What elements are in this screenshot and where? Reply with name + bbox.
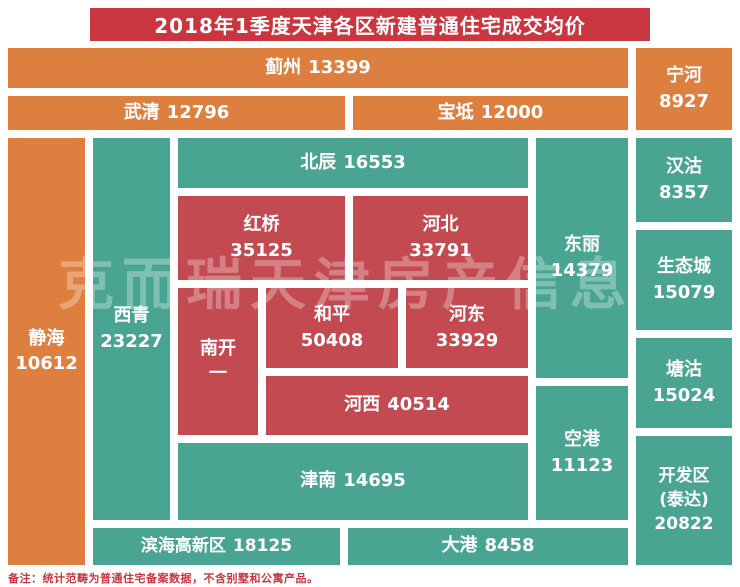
district-value: 12000 <box>480 101 544 123</box>
treemap-block-wuqing: 武清 12796 <box>8 96 345 130</box>
district-value: 23227 <box>100 330 163 352</box>
district-value: 14695 <box>343 470 406 492</box>
treemap-block-kaifaqu-teda: 开发区 (泰达) 20822 <box>636 436 732 565</box>
district-value: 33929 <box>435 329 499 351</box>
treemap-block-shengtaicheng: 生态城 15079 <box>636 230 732 330</box>
district-name: 津南 <box>300 470 337 492</box>
treemap-block-heping: 和平 50408 <box>266 288 398 368</box>
treemap-block-tanggu: 塘沽 15024 <box>636 338 732 428</box>
district-value: 13399 <box>308 56 371 78</box>
treemap-block-hangu: 汉沽 8357 <box>636 138 732 222</box>
district-name: 空港 <box>564 429 600 451</box>
treemap-block-dongli: 东丽 14379 <box>536 138 628 378</box>
treemap-block-jizhou: 蓟州 13399 <box>8 48 628 88</box>
district-name: 和平 <box>314 304 350 326</box>
treemap-block-konggang: 空港 11123 <box>536 386 628 520</box>
district-value: 33791 <box>409 239 472 261</box>
district-value: 12796 <box>166 101 230 123</box>
district-name: 宁河 <box>666 65 702 87</box>
district-value: 11123 <box>550 454 614 476</box>
district-value: 14379 <box>550 259 614 281</box>
treemap-block-hongqiao: 红桥 35125 <box>178 196 345 280</box>
district-value: 8927 <box>658 90 710 112</box>
treemap-block-nankai: 南开 一 <box>178 288 258 435</box>
district-name: 生态城 <box>657 256 711 278</box>
district-name: 武清 <box>123 101 160 123</box>
district-subname: (泰达) <box>659 490 709 511</box>
footer-note: 备注：统计范畴为普通住宅备案数据，不含别墅和公寓产品。 <box>8 572 319 585</box>
district-value: 15079 <box>652 281 716 303</box>
treemap-block-baodi: 宝坻 12000 <box>353 96 628 130</box>
treemap-block-jinghai: 静海 10612 <box>8 138 85 565</box>
page-title: 2018年1季度天津各区新建普通住宅成交均价 <box>90 8 650 41</box>
treemap-block-ninghe: 宁河 8927 <box>636 48 732 130</box>
district-name: 西青 <box>113 305 150 327</box>
treemap-block-binhai-hitech: 滨海高新区 18125 <box>93 528 340 565</box>
district-value: 8458 <box>484 535 535 557</box>
district-name: 河北 <box>422 214 459 236</box>
district-name: 滨海高新区 <box>140 536 226 557</box>
district-name: 河西 <box>344 394 381 416</box>
district-value: 40514 <box>387 394 450 416</box>
treemap-block-xiqing: 西青 23227 <box>93 138 170 520</box>
district-value: 18125 <box>232 536 293 557</box>
district-value: 10612 <box>15 353 78 374</box>
district-name: 红桥 <box>243 214 280 236</box>
treemap-block-hebei: 河北 33791 <box>353 196 528 280</box>
treemap-block-hedong: 河东 33929 <box>406 288 528 368</box>
treemap-block-dagang: 大港 8458 <box>348 528 628 565</box>
district-name: 河东 <box>449 304 485 326</box>
district-name: 蓟州 <box>265 56 302 78</box>
district-value: 15024 <box>652 384 716 406</box>
district-name: 东丽 <box>564 234 600 256</box>
treemap-block-beichen: 北辰 16553 <box>178 138 528 188</box>
district-name: 开发区 <box>658 466 710 487</box>
district-name: 汉沽 <box>666 156 702 178</box>
treemap-block-jinnan: 津南 14695 <box>178 443 528 520</box>
district-name: 大港 <box>441 535 478 557</box>
district-name: 北辰 <box>300 151 337 173</box>
district-name: 静海 <box>28 327 65 349</box>
district-name: 宝坻 <box>437 101 474 123</box>
district-value: 一 <box>209 363 227 384</box>
treemap-block-hexi: 河西 40514 <box>266 376 528 435</box>
district-value: 8357 <box>658 181 710 203</box>
district-value: 16553 <box>343 151 406 173</box>
district-value: 20822 <box>654 513 714 534</box>
district-name: 塘沽 <box>666 359 702 381</box>
district-value: 50408 <box>300 329 364 351</box>
district-value: 35125 <box>230 239 293 261</box>
district-name: 南开 <box>200 337 236 359</box>
